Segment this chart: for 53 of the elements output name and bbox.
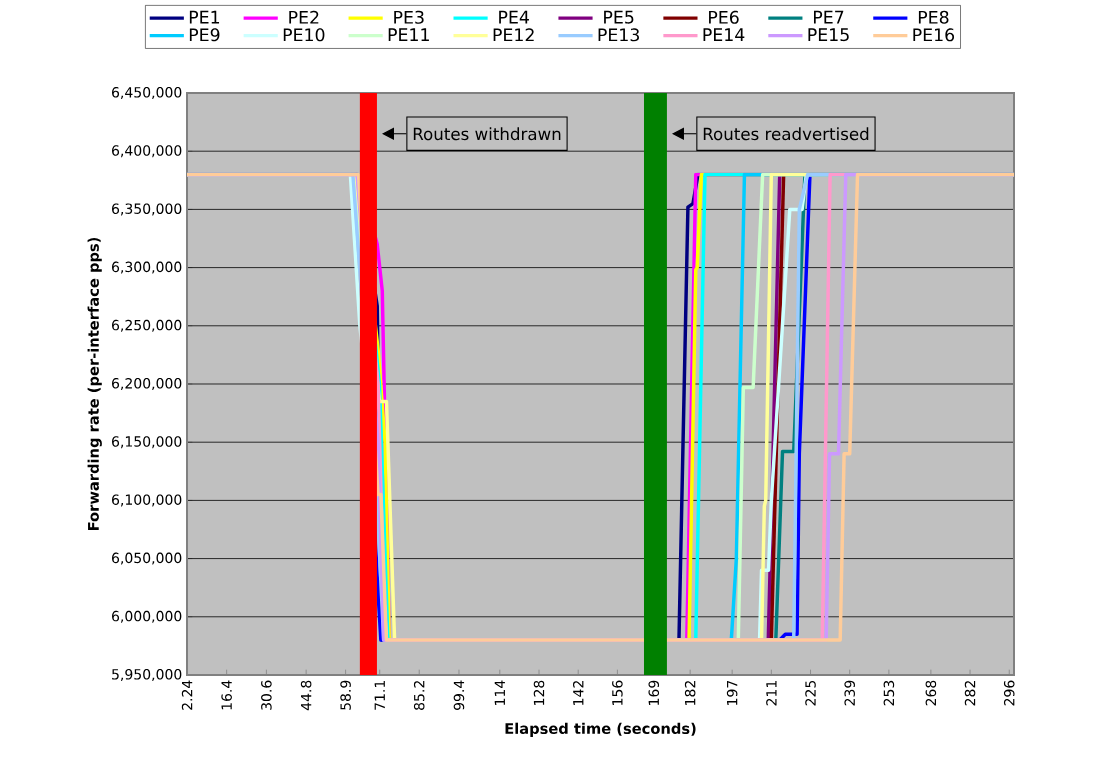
x-tick-label: 282 xyxy=(964,681,976,706)
legend-label: PE12 xyxy=(493,28,534,42)
x-tick-label: 211 xyxy=(766,681,777,706)
legend-label: PE4 xyxy=(499,10,529,24)
x-tick-label: 128 xyxy=(533,680,545,705)
y-tick-label: 6,250,000 xyxy=(112,319,182,332)
y-tick-label: 6,050,000 xyxy=(112,552,182,565)
legend-label: PE9 xyxy=(189,28,220,42)
legend-label: PE14 xyxy=(703,28,745,41)
legend-label: PE5 xyxy=(604,10,634,24)
x-tick-label: 239 xyxy=(844,680,855,706)
x-tick-label: 2.24 xyxy=(181,680,193,710)
x-tick-label: 142 xyxy=(573,681,584,705)
y-tick-label: 6,150,000 xyxy=(112,436,182,449)
x-tick-label: 296 xyxy=(1003,680,1015,706)
x-tick-label: 99.4 xyxy=(453,680,465,710)
x-tick-label: 253 xyxy=(883,680,895,706)
x-tick-label: 16.4 xyxy=(221,680,232,710)
y-tick-label: 6,350,000 xyxy=(112,203,182,216)
legend-label: PE6 xyxy=(709,10,739,24)
x-tick-label: 169 xyxy=(648,680,660,705)
x-tick-label: 85.2 xyxy=(413,681,425,710)
x-tick-label: 268 xyxy=(925,680,937,706)
y-tick-label: 6,100,000 xyxy=(112,494,182,507)
legend-label: PE15 xyxy=(808,28,849,42)
x-axis-title: Elapsed time (seconds) xyxy=(505,722,696,737)
legend-label: PE7 xyxy=(813,10,844,24)
legend-label: PE8 xyxy=(918,10,949,24)
x-tick-label: 71.1 xyxy=(374,681,385,710)
x-tick-label: 58.9 xyxy=(340,680,351,710)
y-tick-label: 6,000,000 xyxy=(112,610,182,623)
y-tick-label: 5,950,000 xyxy=(112,668,182,681)
y-tick-label: 6,200,000 xyxy=(112,377,182,391)
legend-label: PE3 xyxy=(394,10,424,24)
x-tick-label: 114 xyxy=(494,680,505,705)
x-tick-label: 44.8 xyxy=(300,680,312,711)
legend-label: PE2 xyxy=(289,10,319,24)
legend-label: PE13 xyxy=(598,28,639,42)
y-tick-label: 6,450,000 xyxy=(112,86,182,100)
legend-label: PE16 xyxy=(913,28,955,42)
y-tick-label: 6,300,000 xyxy=(112,261,182,274)
band-label: Routes readvertised xyxy=(703,127,869,141)
x-tick-label: 197 xyxy=(726,680,738,705)
x-tick-label: 182 xyxy=(684,681,696,705)
legend-label: PE11 xyxy=(388,28,429,41)
legend-label: PE1 xyxy=(189,10,220,24)
band-label: Routes withdrawn xyxy=(413,127,561,141)
x-tick-label: 225 xyxy=(805,680,816,706)
y-axis-title: Forwarding rate (per-interface pps) xyxy=(87,237,102,531)
x-tick-label: 156 xyxy=(612,680,623,705)
x-tick-label: 30.6 xyxy=(261,680,272,710)
legend-label: PE10 xyxy=(283,28,325,42)
y-tick-label: 6,400,000 xyxy=(112,145,182,158)
